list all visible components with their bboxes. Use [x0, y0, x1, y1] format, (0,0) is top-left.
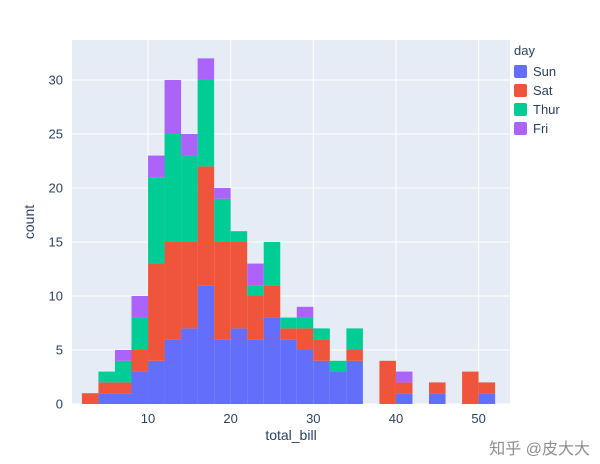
bar-segment-sat-bin18[interactable]: [214, 241, 231, 340]
bar-segment-sun-bin40[interactable]: [395, 393, 413, 404]
bar-segment-sat-bin4[interactable]: [98, 382, 115, 394]
bar-segment-sat-bin26[interactable]: [280, 328, 297, 340]
bar-segment-sat-bin48[interactable]: [462, 371, 479, 404]
bar-segment-sun-bin16[interactable]: [197, 285, 215, 404]
bar-segment-sat-bin20[interactable]: [230, 241, 248, 329]
bar-segment-sun-bin34[interactable]: [346, 360, 363, 404]
bar-segment-sun-bin4[interactable]: [98, 393, 115, 404]
legend-swatch-sat: [514, 84, 527, 97]
bar-segment-sun-bin22[interactable]: [247, 339, 264, 404]
legend-items: Sun Sat Thur Fri: [514, 65, 560, 135]
bar-segment-sun-bin14[interactable]: [181, 328, 198, 404]
bar-segment-sat-bin34[interactable]: [346, 349, 363, 361]
x-tick-label: 40: [389, 411, 403, 426]
legend-item-sun[interactable]: Sun: [514, 65, 560, 78]
legend: day Sun Sat Thur Fri: [514, 44, 560, 141]
bar-segment-thur-bin22[interactable]: [247, 285, 264, 296]
y-tick-label: 15: [49, 234, 63, 249]
bar-segment-thur-bin16[interactable]: [197, 79, 215, 167]
legend-item-fri[interactable]: Fri: [514, 122, 560, 135]
bar-segment-sun-bin24[interactable]: [263, 317, 281, 404]
bar-segment-thur-bin18[interactable]: [214, 198, 231, 242]
bar-segment-sun-bin30[interactable]: [313, 360, 330, 404]
bar-segment-sat-bin30[interactable]: [313, 339, 330, 361]
bar-segment-thur-bin12[interactable]: [164, 133, 182, 242]
bar-segment-fri-bin18[interactable]: [214, 187, 231, 199]
x-tick-label: 20: [223, 411, 237, 426]
bar-segment-sun-bin50[interactable]: [478, 393, 496, 404]
watermark: 知乎 @皮大大: [489, 441, 590, 458]
bar-segment-thur-bin4[interactable]: [98, 371, 115, 383]
bar-segment-thur-bin14[interactable]: [181, 155, 198, 242]
bar-segment-thur-bin10[interactable]: [148, 177, 165, 264]
bar-segment-sun-bin44[interactable]: [429, 393, 446, 404]
x-tick-label: 30: [306, 411, 320, 426]
bar-segment-fri-bin8[interactable]: [131, 295, 149, 318]
y-axis-title: count: [21, 205, 37, 239]
legend-label: Sun: [533, 64, 557, 79]
bar-segment-sat-bin22[interactable]: [247, 295, 264, 340]
bar-segment-thur-bin20[interactable]: [230, 231, 248, 242]
legend-item-thur[interactable]: Thur: [514, 103, 560, 116]
bar-segment-sat-bin38[interactable]: [379, 360, 396, 404]
y-tick-label: 30: [49, 72, 63, 87]
bar-segment-sun-bin12[interactable]: [164, 339, 182, 404]
bar-segment-sun-bin8[interactable]: [131, 371, 149, 404]
bar-segment-thur-bin6[interactable]: [114, 360, 132, 383]
y-tick-label: 20: [49, 180, 63, 195]
bar-segment-sat-bin6[interactable]: [114, 382, 132, 394]
legend-label: Thur: [533, 102, 560, 117]
bar-segment-sat-bin14[interactable]: [181, 241, 198, 329]
bar-segment-sun-bin6[interactable]: [114, 393, 132, 404]
y-tick-label: 0: [56, 397, 63, 412]
bar-segment-thur-bin26[interactable]: [280, 317, 297, 329]
bar-segment-sun-bin28[interactable]: [296, 349, 314, 404]
bar-segment-sat-bin28[interactable]: [296, 328, 314, 350]
bar-segment-sat-bin10[interactable]: [148, 263, 165, 361]
bar-segment-thur-bin34[interactable]: [346, 328, 363, 350]
bar-segment-sun-bin18[interactable]: [214, 339, 231, 404]
bar-segment-fri-bin28[interactable]: [296, 306, 314, 318]
legend-title: day: [514, 43, 535, 58]
bar-segment-thur-bin24[interactable]: [263, 241, 281, 286]
bar-segment-fri-bin12[interactable]: [164, 79, 182, 134]
y-tick-label: 10: [49, 288, 63, 303]
bar-segment-fri-bin10[interactable]: [148, 155, 165, 178]
x-tick-label: 50: [471, 411, 485, 426]
bar-segment-thur-bin28[interactable]: [296, 317, 314, 329]
legend-swatch-sun: [514, 65, 527, 78]
legend-item-sat[interactable]: Sat: [514, 84, 560, 97]
x-axis-title: total_bill: [265, 427, 316, 443]
bar-segment-thur-bin8[interactable]: [131, 317, 149, 350]
x-tick-label: 10: [141, 411, 155, 426]
bar-segment-fri-bin14[interactable]: [181, 133, 198, 156]
bar-segment-sat-bin2[interactable]: [81, 393, 99, 404]
bar-segment-sat-bin12[interactable]: [164, 241, 182, 340]
y-tick-label: 5: [56, 342, 63, 357]
legend-swatch-fri: [514, 122, 527, 135]
bar-segment-sat-bin8[interactable]: [131, 349, 149, 372]
bar-segment-sun-bin32[interactable]: [329, 371, 347, 404]
y-tick-label: 25: [49, 126, 63, 141]
legend-label: Fri: [533, 121, 549, 136]
bar-segment-fri-bin16[interactable]: [197, 58, 215, 80]
bar-segment-thur-bin30[interactable]: [313, 328, 330, 340]
bar-segment-fri-bin22[interactable]: [247, 263, 264, 286]
bar-segment-fri-bin6[interactable]: [114, 349, 132, 361]
legend-label: Sat: [533, 83, 553, 98]
bar-segment-sun-bin26[interactable]: [280, 339, 297, 404]
bar-segment-sat-bin16[interactable]: [197, 166, 215, 286]
bar-segment-sat-bin50[interactable]: [478, 382, 496, 394]
bar-segment-thur-bin32[interactable]: [329, 360, 347, 372]
bar-segment-sat-bin40[interactable]: [395, 382, 413, 394]
legend-swatch-thur: [514, 103, 527, 116]
bar-segment-sun-bin20[interactable]: [230, 328, 248, 404]
bar-segment-sun-bin10[interactable]: [148, 360, 165, 404]
bar-segment-sat-bin24[interactable]: [263, 285, 281, 318]
bar-segment-sat-bin44[interactable]: [429, 382, 446, 394]
bar-segment-fri-bin40[interactable]: [395, 371, 413, 383]
